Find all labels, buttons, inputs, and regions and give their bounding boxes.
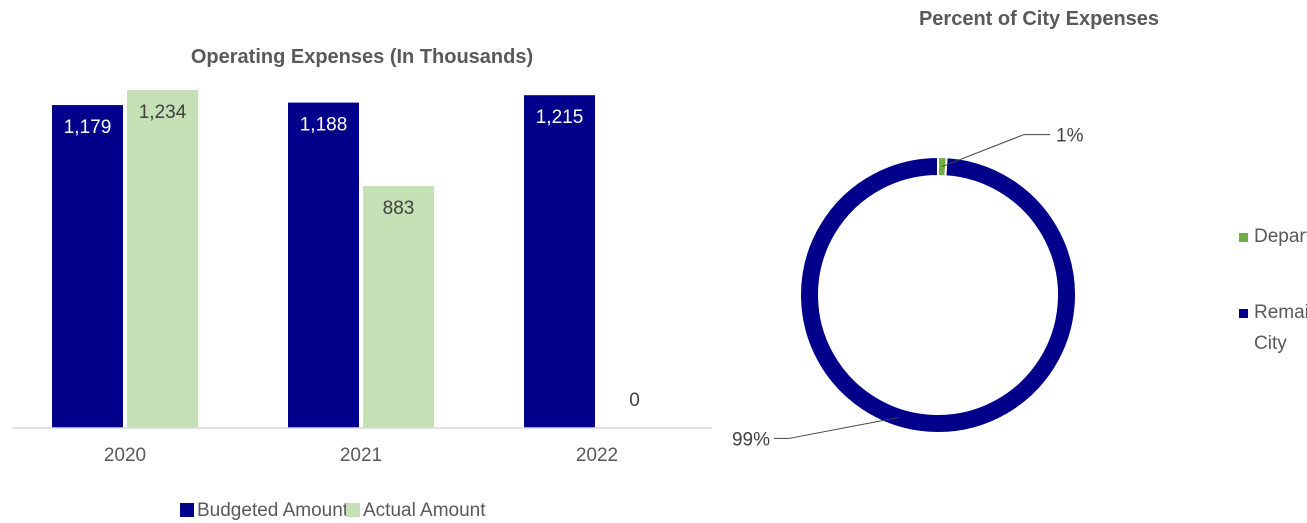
bar-chart-title: Operating Expenses (In Thousands) xyxy=(191,46,533,68)
operating-expenses-chart: Operating Expenses (In Thousands) 1,1791… xyxy=(12,46,712,521)
donut-plot-area xyxy=(799,155,1077,434)
legend-label: Department xyxy=(1254,226,1307,247)
donut-chart-title: Percent of City Expenses xyxy=(919,8,1159,30)
bar-2022-budgeted xyxy=(524,95,595,428)
legend-label: Budgeted Amount xyxy=(197,500,349,521)
bar-data-label: 0 xyxy=(629,390,640,411)
bar-chart-legend: Budgeted Amount Actual Amount xyxy=(180,500,486,521)
leader-line-remainder xyxy=(773,416,900,439)
x-tick-label: 2021 xyxy=(340,445,382,466)
legend-swatch-actual xyxy=(346,503,360,517)
donut-chart-legend: Department Remainder of City xyxy=(1239,226,1307,354)
legend-label: City xyxy=(1254,333,1287,354)
bar-2021-actual xyxy=(363,186,434,428)
bar-2020-actual xyxy=(127,90,198,428)
legend-swatch-budgeted xyxy=(180,503,194,517)
x-tick-label: 2020 xyxy=(104,445,146,466)
x-axis-ticks: 2020 2021 2022 xyxy=(104,445,618,466)
bar-data-label: 1,215 xyxy=(536,107,584,128)
x-tick-label: 2022 xyxy=(576,445,618,466)
bar-2020-budgeted xyxy=(52,105,123,429)
donut-label-remainder: 99% xyxy=(732,429,770,450)
bar-data-label: 1,179 xyxy=(64,117,112,138)
percent-of-city-expenses-chart: Percent of City Expenses 1% 99% Departmen… xyxy=(732,8,1307,451)
leader-line-department xyxy=(941,134,1051,168)
legend-label: Actual Amount xyxy=(363,500,486,521)
legend-swatch-remainder-of-city xyxy=(1239,309,1248,318)
bar-2021-budgeted xyxy=(288,102,359,429)
bar-data-label: 883 xyxy=(383,198,415,219)
bar-data-label: 1,188 xyxy=(300,115,348,136)
donut-data-labels: 1% 99% xyxy=(732,126,1084,451)
donut-label-department: 1% xyxy=(1056,126,1084,147)
bar-data-label: 1,234 xyxy=(139,102,187,123)
legend-label: Remainder of xyxy=(1254,302,1307,323)
legend-swatch-department xyxy=(1239,233,1248,242)
donut-slice-remainder-of-city xyxy=(799,155,1077,434)
bar-plot-area: 1,179 1,234 1,188 883 1,215 0 xyxy=(52,90,640,429)
